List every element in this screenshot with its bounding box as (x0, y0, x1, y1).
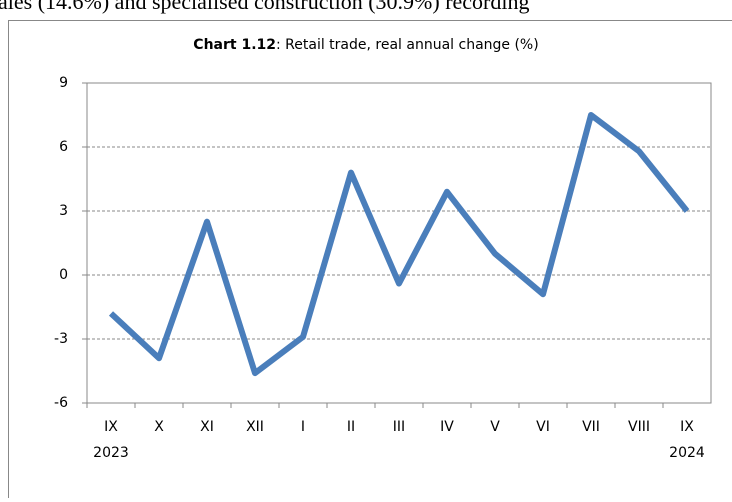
x-tick-label: VII (582, 419, 600, 435)
document-text: ales (14.6%) and specialised constructio… (0, 0, 530, 14)
x-tick-year: 2024 (669, 445, 705, 461)
y-tick-label: 3 (59, 203, 68, 219)
chart-title: Chart 1.12: Retail trade, real annual ch… (193, 37, 538, 53)
x-tick-label: IX (104, 419, 118, 435)
chart-title-label: Chart 1.12 (193, 37, 276, 53)
y-tick-label: 6 (59, 139, 68, 155)
x-tick-label: IX (680, 419, 694, 435)
x-tick-label: I (301, 419, 305, 435)
x-tick-label: IV (440, 419, 454, 435)
x-tick-label: III (393, 419, 405, 435)
x-tick-label: II (347, 419, 355, 435)
y-tick-label: -6 (54, 395, 68, 411)
chart-title-text: : Retail trade, real annual change (%) (276, 37, 539, 53)
x-tick-label: X (154, 419, 164, 435)
x-tick-label: VIII (628, 419, 650, 435)
y-tick-label: 0 (59, 267, 68, 283)
x-tick-label: XI (200, 419, 214, 435)
y-tick-label: -3 (54, 331, 68, 347)
x-tick-year: 2023 (93, 445, 129, 461)
y-tick-label: 9 (59, 75, 68, 91)
x-tick-label: XII (246, 419, 264, 435)
x-tick-label: VI (536, 419, 550, 435)
x-tick-label: V (490, 419, 500, 435)
